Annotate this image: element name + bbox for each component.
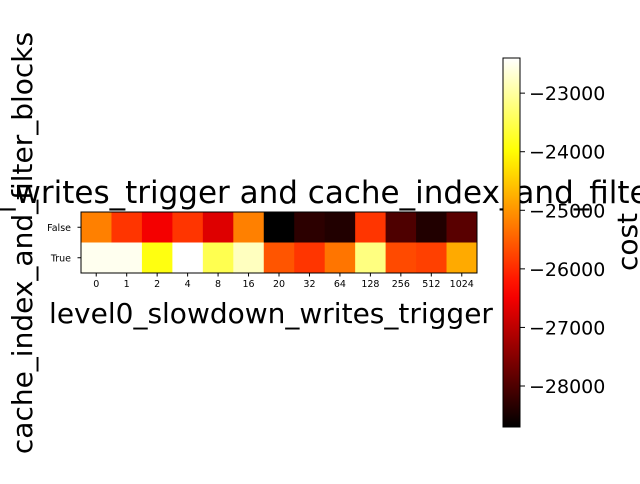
colorbar-tick-label: −25000 <box>529 200 605 222</box>
x-tick-label: 16 <box>242 279 254 290</box>
x-tick-label: 8 <box>215 279 221 290</box>
x-tick-label: 20 <box>273 279 285 290</box>
x-tick-label: 256 <box>392 279 410 290</box>
heatmap-cell <box>355 212 387 243</box>
colorbar-label: cost <box>611 213 640 271</box>
colorbar <box>502 57 521 428</box>
x-tick-label: 512 <box>422 279 440 290</box>
heatmap-cell <box>81 242 112 274</box>
heatmap-cell <box>141 242 173 274</box>
y-axis-label: cache_index_and_filter_blocks <box>6 32 39 454</box>
x-tick-label: 0 <box>93 279 99 290</box>
heatmap-cell <box>324 212 356 243</box>
x-tick-label: 32 <box>303 279 315 290</box>
x-tick-label: 2 <box>154 279 160 290</box>
heatmap-cell <box>294 212 326 243</box>
heatmap-cell <box>416 242 447 274</box>
heatmap-cell <box>202 242 234 274</box>
heatmap-cell <box>263 212 295 243</box>
heatmap-cell <box>202 212 234 243</box>
heatmap-cell <box>324 242 356 274</box>
colorbar-tick-label: −23000 <box>529 83 605 105</box>
heatmap-cell <box>446 242 478 274</box>
colorbar-tick-label: −24000 <box>529 142 605 164</box>
heatmap-cell <box>263 242 295 274</box>
heatmap-cell <box>233 242 265 274</box>
colorbar-tick-label: −28000 <box>529 376 605 398</box>
heatmap-cell <box>416 212 447 243</box>
heatmap-cell <box>172 212 204 243</box>
heatmap-cell <box>446 212 478 243</box>
x-tick-label: 1 <box>124 279 130 290</box>
chart-title: _writes_trigger and cache_index_and_filt… <box>0 175 640 211</box>
x-tick-label: 64 <box>334 279 346 290</box>
heatmap-cell <box>233 212 265 243</box>
colorbar-tick-label: −27000 <box>529 317 605 339</box>
x-tick-label: 1024 <box>450 279 474 290</box>
heatmap-cell <box>294 242 326 274</box>
heatmap-cell <box>172 242 204 274</box>
x-tick-label: 4 <box>185 279 191 290</box>
y-tick-label: False <box>47 223 71 234</box>
heatmap-cell <box>111 242 143 274</box>
heatmap-cell <box>355 242 387 274</box>
x-axis-label: level0_slowdown_writes_trigger <box>49 297 493 330</box>
y-tick-label: True <box>50 253 71 264</box>
heatmap-cell <box>111 212 143 243</box>
colorbar-tick-label: −26000 <box>529 259 605 281</box>
x-tick-label: 128 <box>361 279 379 290</box>
heatmap-cell <box>385 242 417 274</box>
heatmap-cell <box>141 212 173 243</box>
heatmap-cell <box>385 212 417 243</box>
heatmap-cell <box>81 212 112 243</box>
